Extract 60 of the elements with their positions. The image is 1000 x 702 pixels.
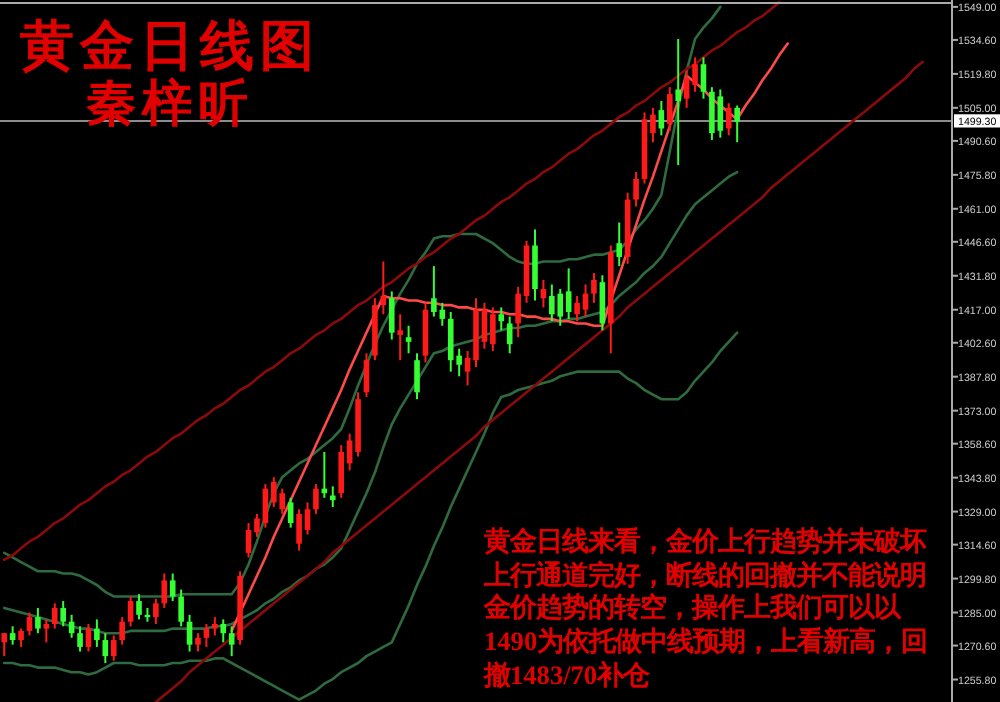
candlestick xyxy=(683,70,690,109)
candlestick xyxy=(1,632,8,658)
candlestick xyxy=(414,352,420,401)
candlestick xyxy=(127,595,134,628)
candlestick xyxy=(447,311,454,373)
candlestick xyxy=(666,86,673,132)
candlestick xyxy=(616,221,623,268)
candlestick xyxy=(110,634,117,662)
candlestick xyxy=(591,272,597,304)
candlestick xyxy=(549,283,555,323)
candlestick xyxy=(700,56,707,100)
candlestick xyxy=(431,265,437,318)
chart-title: 黄金日线图 xyxy=(18,16,320,78)
candlestick xyxy=(734,104,740,144)
candlestick xyxy=(136,593,142,621)
candlestick xyxy=(329,485,336,508)
annotation: 黄金日线来看，金价上行趋势并未破坏上行通道完好，断线的回撤并不能说明金价趋势的转空，操作上我们可以以1490为依托做中线预期，上看新高，回撤1483/70补仓 xyxy=(484,526,930,694)
candlestick xyxy=(490,306,496,352)
candlestick xyxy=(338,444,344,499)
candlestick xyxy=(186,613,193,653)
candlestick xyxy=(565,267,572,320)
candlestick xyxy=(18,627,24,648)
candlestick xyxy=(245,522,252,559)
candlestick xyxy=(60,600,66,628)
candlestick xyxy=(119,616,125,646)
candlestick xyxy=(178,588,184,628)
candlestick xyxy=(169,572,176,603)
text: 秦梓昕 xyxy=(86,74,254,132)
candlestick xyxy=(498,306,505,332)
candlestick xyxy=(725,102,732,137)
candlestick xyxy=(574,294,580,323)
candlestick xyxy=(26,611,33,637)
candlestick xyxy=(51,602,58,630)
candlestick xyxy=(77,625,83,653)
candlestick xyxy=(313,483,319,515)
candlestick xyxy=(35,606,41,635)
candlestick xyxy=(287,496,294,529)
candlestick xyxy=(161,572,168,609)
candlestick xyxy=(304,501,311,536)
candlestick xyxy=(43,618,50,644)
candlestick xyxy=(212,616,218,637)
candlestick xyxy=(675,38,681,167)
candlestick xyxy=(532,228,538,302)
candlestick xyxy=(506,315,513,355)
candlestick xyxy=(692,56,698,93)
candlestick xyxy=(296,508,302,552)
candlestick xyxy=(388,290,395,341)
candlestick xyxy=(220,618,227,644)
candlestick xyxy=(709,86,715,141)
candlestick xyxy=(717,88,724,139)
candlestick xyxy=(557,288,564,327)
candlestick xyxy=(153,597,159,625)
candlestick xyxy=(195,632,201,653)
candlestick xyxy=(397,313,403,362)
candlestick xyxy=(405,324,412,355)
candlestick xyxy=(279,487,286,515)
candlestick xyxy=(94,618,100,648)
candlestick xyxy=(633,171,639,208)
candlestick xyxy=(9,625,16,646)
candlestick xyxy=(228,625,235,658)
